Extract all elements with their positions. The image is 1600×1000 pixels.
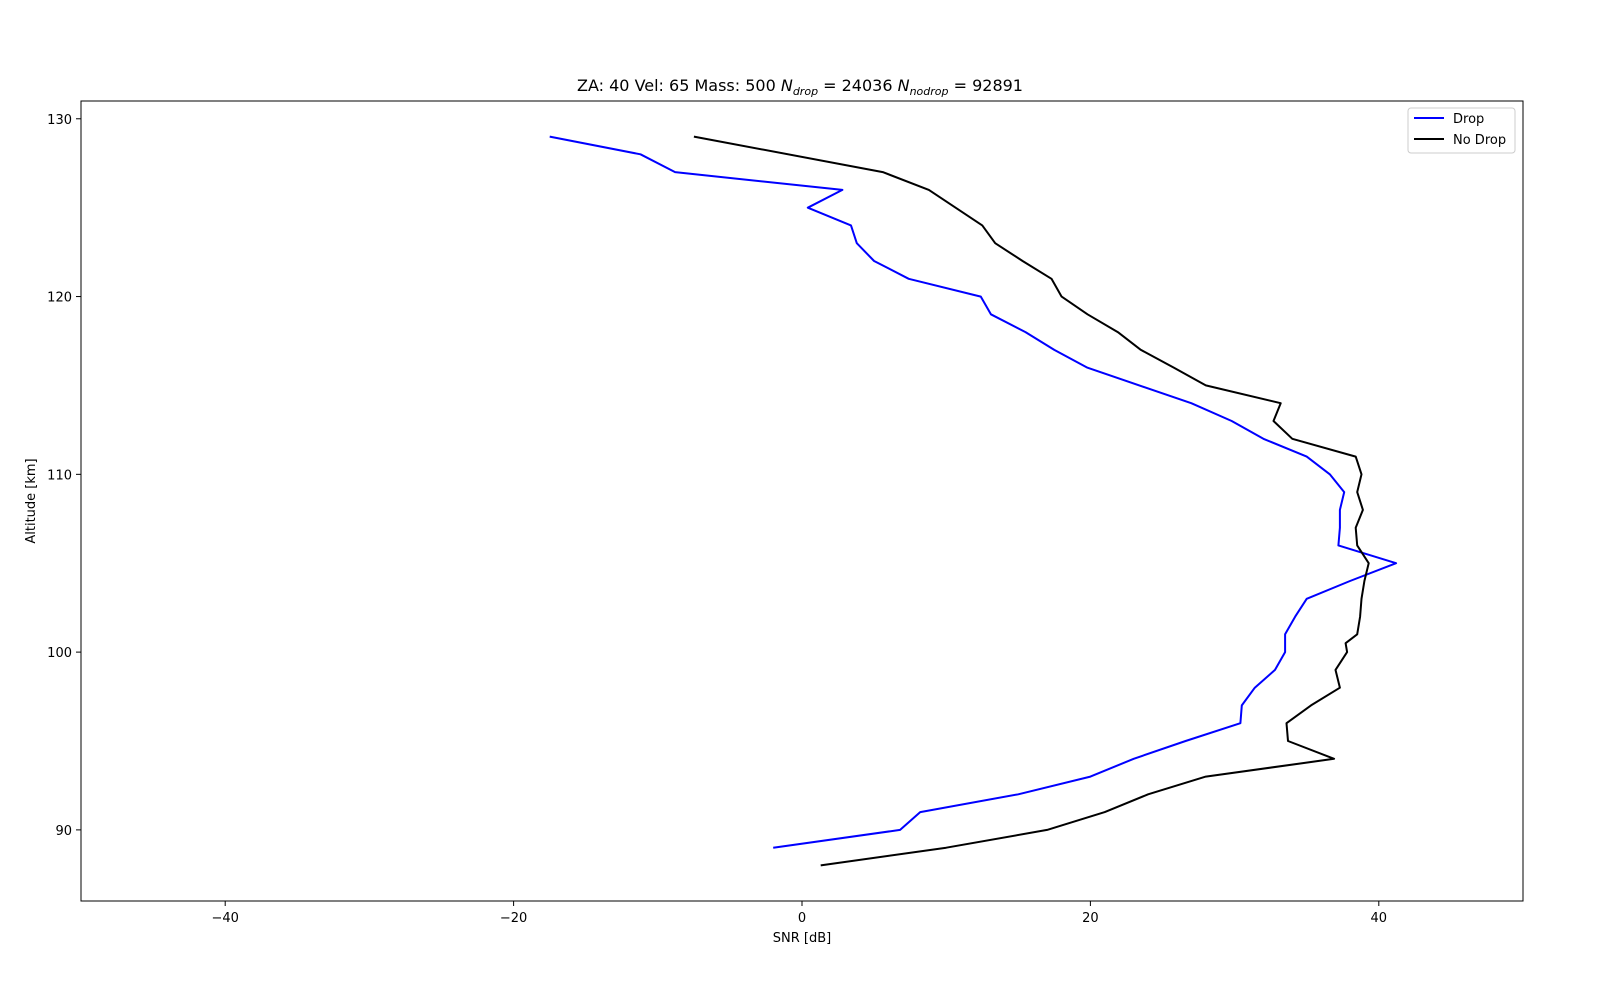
x-tick-label: −20 (500, 911, 527, 926)
series-line-drop (549, 135, 1398, 849)
y-tick-label: 120 (47, 291, 72, 306)
series-line-no-drop (693, 135, 1370, 867)
x-tick-label: 40 (1371, 911, 1388, 926)
x-tick-label: 20 (1082, 911, 1099, 926)
y-tick-label: 110 (47, 468, 72, 483)
y-tick-label: 100 (47, 646, 72, 661)
legend-label-no-drop: No Drop (1453, 133, 1506, 148)
x-axis-label: SNR [dB] (773, 931, 831, 946)
y-tick-label: 130 (47, 113, 72, 128)
y-axis-label: Altitude [km] (24, 458, 39, 543)
chart-title: ZA: 40 Vel: 65 Mass: 500 Ndrop = 24036 N… (577, 76, 1023, 98)
x-tick-label: 0 (798, 911, 806, 926)
plot-frame (80, 100, 1524, 902)
x-tick-label: −40 (211, 911, 238, 926)
legend: Drop No Drop (1407, 107, 1516, 154)
data-series (549, 135, 1398, 867)
axis-ticks: −40 −20 0 20 40 90 100 110 120 130 (47, 113, 1387, 926)
legend-box (1407, 107, 1516, 154)
y-tick-label: 90 (55, 824, 72, 839)
legend-label-drop: Drop (1453, 112, 1484, 127)
